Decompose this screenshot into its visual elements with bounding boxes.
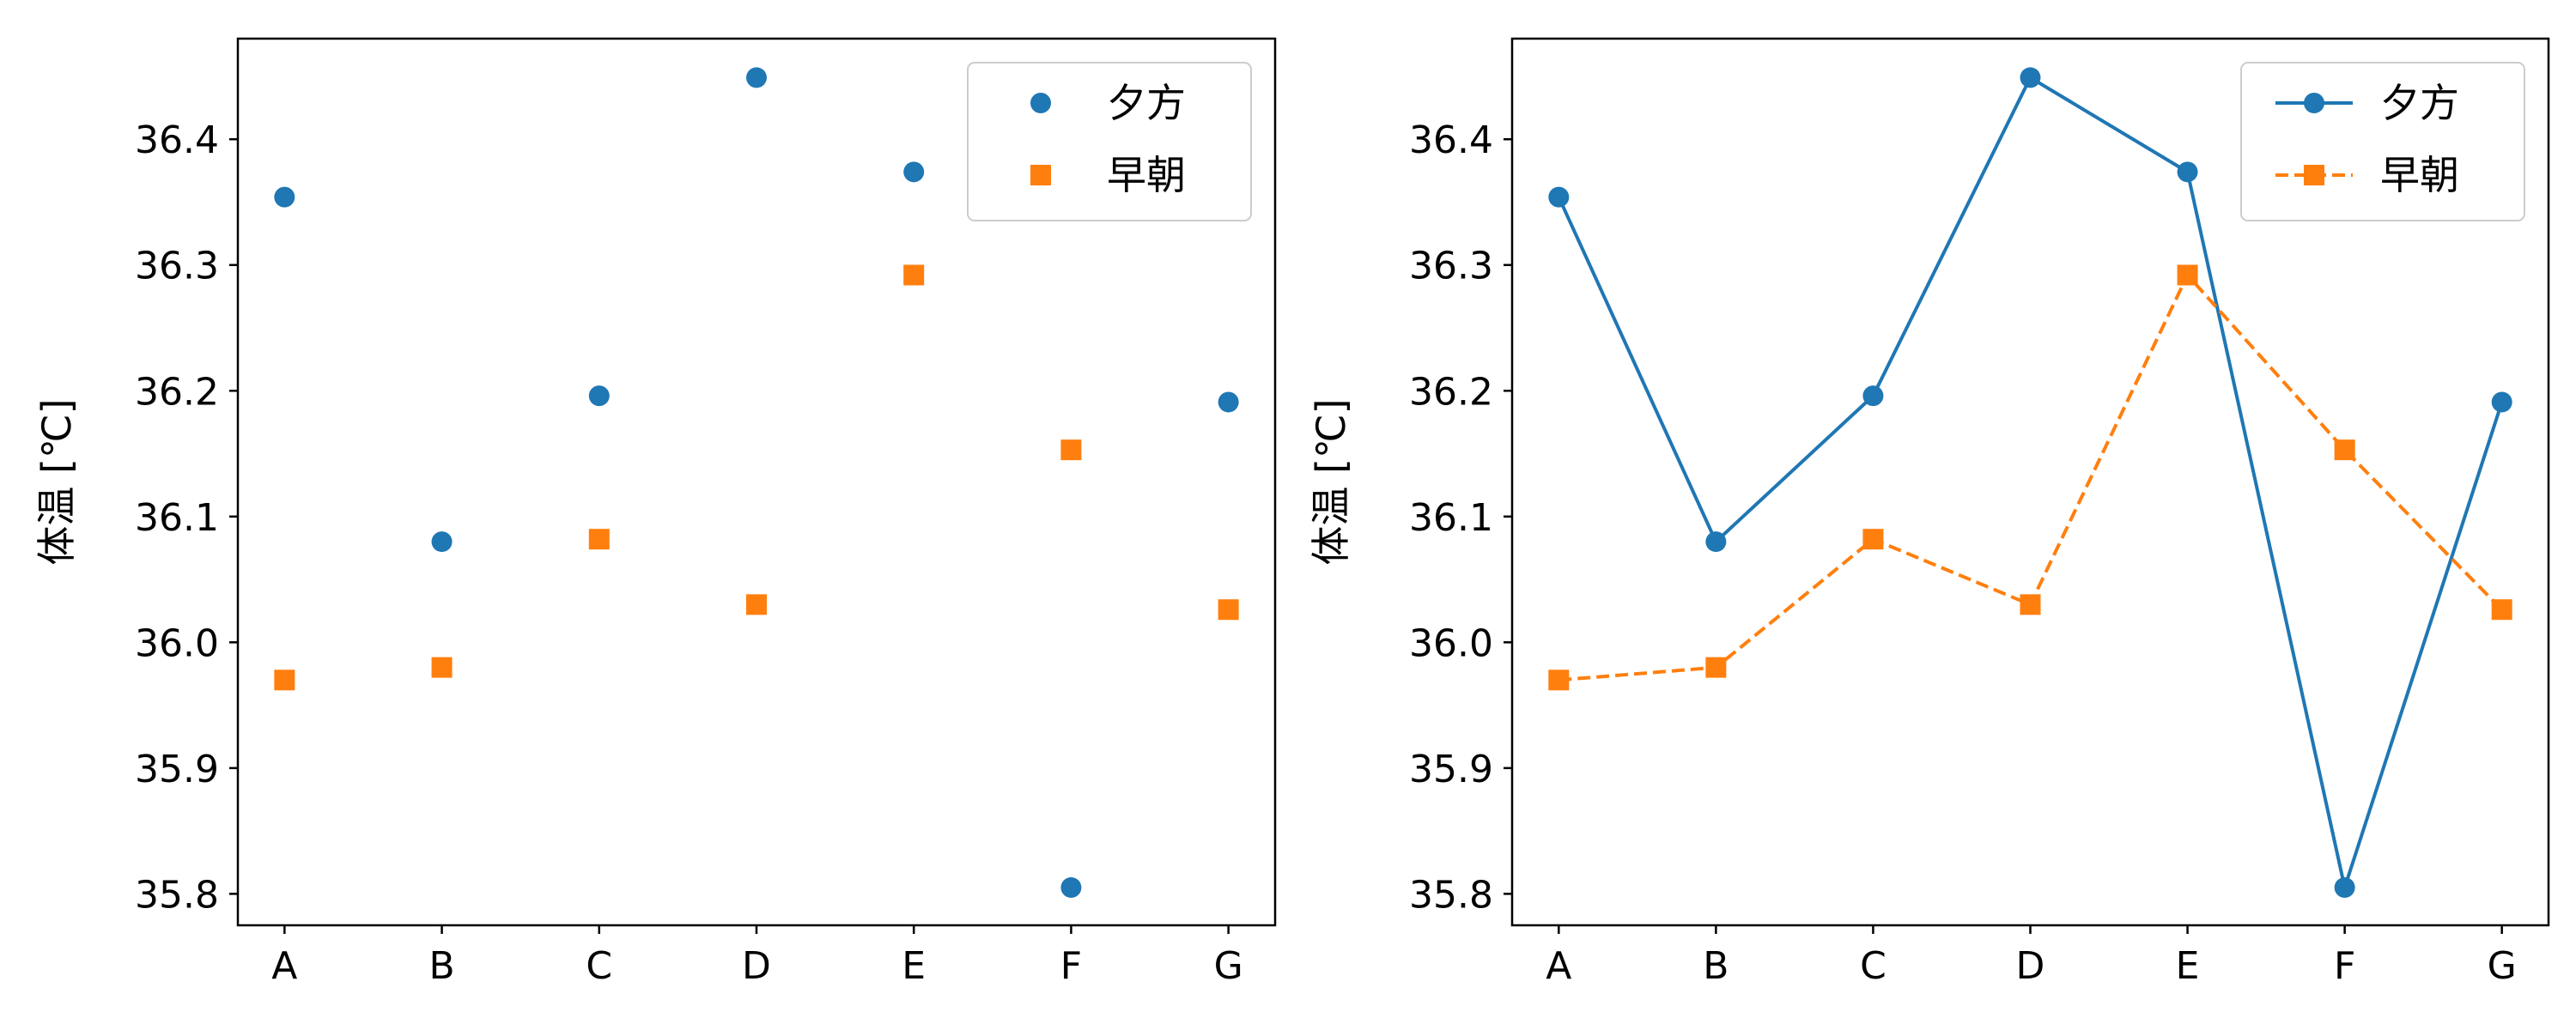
- x-tick-label: E: [902, 944, 926, 988]
- data-point: [588, 385, 610, 407]
- legend-label: 早朝: [1107, 152, 1186, 198]
- y-tick-label: 35.8: [1409, 873, 1493, 917]
- scatter-chart-panel: 35.8 35.9 36.0 36.1 36.2 36.3 36.4 A B C D E F G 体温 [℃…: [33, 37, 1277, 988]
- x-tick-label: B: [428, 944, 454, 988]
- x-tick-label: C: [1860, 944, 1886, 988]
- data-point: [1548, 670, 1570, 691]
- data-point: [1060, 877, 1082, 899]
- data-point: [274, 670, 295, 691]
- data-point: [1548, 186, 1570, 208]
- data-point: [2177, 161, 2198, 183]
- legend-marker: [1030, 165, 1051, 185]
- line-chart-panel: 35.8 35.9 36.0 36.1 36.2 36.3 36.4 A B C D E F G 体温 [℃…: [1308, 37, 2550, 988]
- legend-label: 夕方: [2380, 80, 2459, 126]
- x-tick-label: G: [2488, 944, 2517, 988]
- x-tick-label: D: [2016, 944, 2045, 988]
- data-point: [2334, 877, 2355, 899]
- x-tick-label: C: [586, 944, 612, 988]
- data-point: [746, 67, 767, 88]
- data-point: [1862, 385, 1884, 407]
- y-tick-label: 36.4: [1409, 118, 1493, 162]
- y-tick-label: 36.1: [135, 496, 219, 540]
- legend-label: 早朝: [2380, 152, 2459, 198]
- data-point: [2177, 264, 2198, 286]
- data-point: [2491, 599, 2512, 621]
- y-tick-label: 36.1: [1409, 496, 1493, 540]
- x-tick-label: A: [271, 944, 297, 988]
- data-point: [1862, 529, 1884, 550]
- y-tick-label: 36.0: [135, 621, 219, 665]
- data-point: [2491, 391, 2512, 413]
- x-tick-label: F: [1060, 944, 1082, 988]
- data-point: [274, 186, 295, 208]
- legend-marker: [2304, 93, 2324, 113]
- x-tick-label: E: [2176, 944, 2200, 988]
- data-point: [1218, 599, 1239, 621]
- x-tick-label: A: [1546, 944, 1571, 988]
- x-tick-label: D: [742, 944, 771, 988]
- x-tick-label: F: [2334, 944, 2355, 988]
- y-tick-label: 35.8: [135, 873, 219, 917]
- data-point: [431, 657, 453, 678]
- data-point: [1705, 657, 1727, 678]
- data-point: [2020, 67, 2041, 88]
- y-tick-label: 35.9: [135, 748, 219, 791]
- data-point: [1218, 391, 1239, 413]
- y-tick-label: 36.3: [135, 245, 219, 288]
- y-tick-label: 36.3: [1409, 245, 1493, 288]
- data-point: [1060, 439, 1082, 461]
- data-point: [746, 594, 767, 615]
- legend-marker: [2304, 165, 2324, 185]
- y-axis-label: 体温 [℃]: [1308, 398, 1354, 565]
- y-tick-label: 36.4: [135, 118, 219, 162]
- legend-label: 夕方: [1107, 80, 1186, 126]
- y-tick-label: 36.2: [135, 370, 219, 414]
- y-axis-label: 体温 [℃]: [33, 398, 80, 565]
- data-point: [588, 529, 610, 550]
- legend-marker: [1030, 93, 1051, 113]
- y-tick-label: 36.0: [1409, 621, 1493, 665]
- data-point: [1705, 531, 1727, 553]
- data-point: [2334, 439, 2355, 461]
- y-tick-label: 35.9: [1409, 748, 1493, 791]
- data-point: [2020, 594, 2041, 615]
- data-point: [431, 531, 453, 553]
- x-tick-label: G: [1214, 944, 1243, 988]
- y-tick-label: 36.2: [1409, 370, 1493, 414]
- data-point: [903, 161, 925, 183]
- x-tick-label: B: [1703, 944, 1728, 988]
- data-point: [903, 264, 925, 286]
